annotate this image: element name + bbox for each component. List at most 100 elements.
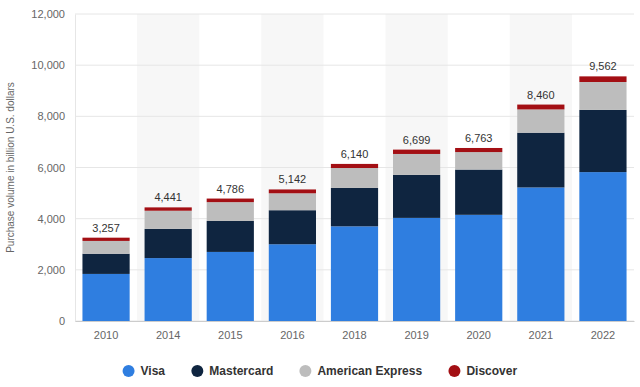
bar: [331, 226, 378, 321]
total-labels: 3,2574,4414,7865,1426,1406,6996,7638,460…: [92, 60, 616, 233]
bar: [269, 210, 316, 244]
legend-swatch: [299, 365, 311, 377]
legend-swatch: [448, 365, 460, 377]
x-tick-label: 2015: [218, 329, 242, 341]
x-tick: 2022: [591, 321, 615, 341]
x-tick-label: 2022: [591, 329, 615, 341]
series: [82, 76, 626, 241]
legend-label: American Express: [317, 364, 422, 378]
bar: [82, 274, 129, 321]
x-axis: 2010 2014 2015 2016 2018 2019 2020 2021 2022: [76, 321, 635, 341]
plot: 02,0004,0006,0008,00010,00012,0002010201…: [31, 8, 634, 341]
y-tick: 12,000: [31, 8, 75, 20]
legend-item: Mastercard: [191, 364, 273, 378]
y-tick: 0: [59, 315, 75, 327]
x-tick: 2019: [404, 321, 428, 341]
legend-item: Visa: [123, 364, 166, 378]
total-label: 3,257: [92, 222, 120, 234]
x-tick: 2020: [466, 321, 490, 341]
y-tick: 4,000: [37, 213, 75, 225]
y-tick-label: 12,000: [31, 8, 65, 20]
x-axis-line: [76, 321, 635, 322]
legend-label: Mastercard: [209, 364, 273, 378]
x-tick: 2014: [156, 321, 180, 341]
bar: [517, 133, 564, 188]
bar: [455, 152, 502, 169]
bar: [269, 189, 316, 193]
series: [82, 110, 626, 274]
y-tick: 10,000: [31, 59, 75, 71]
bar: [517, 187, 564, 321]
total-label: 8,460: [527, 89, 555, 101]
grid: [75, 14, 634, 321]
x-tick-label: 2016: [280, 329, 304, 341]
bar: [269, 193, 316, 210]
total-label: 6,140: [341, 148, 369, 160]
y-axis-title: Purchase volume in billion U.S. dollars: [5, 82, 16, 253]
bar: [579, 110, 626, 172]
x-tick-label: 2020: [466, 329, 490, 341]
bar: [579, 172, 626, 321]
total-label: 6,763: [465, 132, 493, 144]
bar: [455, 215, 502, 321]
total-label: 9,562: [589, 60, 617, 72]
bar: [145, 207, 192, 210]
series: [82, 82, 626, 254]
column-band: [510, 14, 572, 321]
bar: [145, 229, 192, 258]
bar: [455, 170, 502, 215]
bar: [455, 148, 502, 152]
legend-item: Discover: [448, 364, 517, 378]
bar: [393, 218, 440, 321]
bar: [82, 238, 129, 241]
y-tick: 2,000: [37, 264, 75, 276]
total-label: 4,786: [217, 183, 245, 195]
grid-line: [75, 65, 634, 66]
y-tick-label: 2,000: [37, 264, 65, 276]
bar: [145, 211, 192, 229]
bar: [331, 164, 378, 168]
column-band: [386, 14, 448, 321]
bar: [331, 168, 378, 188]
x-tick: 2010: [94, 321, 118, 341]
bars: [82, 76, 626, 321]
legend: Visa Mastercard American Express Discover: [123, 364, 518, 378]
x-tick: 2016: [280, 321, 304, 341]
x-tick-label: 2014: [156, 329, 180, 341]
bar: [517, 105, 564, 110]
bar: [331, 188, 378, 226]
y-tick-label: 4,000: [37, 213, 65, 225]
bar: [579, 76, 626, 82]
bar: [393, 154, 440, 175]
x-tick-label: 2018: [342, 329, 366, 341]
y-tick: 8,000: [37, 110, 75, 122]
y-axis: 0 2,000 4,000 6,000 8,000 10,000 12,000: [31, 8, 75, 327]
chart: 02,0004,0006,0008,00010,00012,0002010201…: [0, 0, 640, 387]
legend-swatch: [123, 365, 135, 377]
legend-label: Discover: [466, 364, 517, 378]
bar: [82, 241, 129, 254]
bar: [207, 252, 254, 321]
bar: [207, 221, 254, 252]
x-tick: 2015: [218, 321, 242, 341]
x-tick-label: 2019: [404, 329, 428, 341]
bar: [82, 254, 129, 274]
legend-swatch: [191, 365, 203, 377]
legend-item: American Express: [299, 364, 422, 378]
legend-label: Visa: [141, 364, 166, 378]
bar: [207, 199, 254, 203]
total-label: 6,699: [403, 134, 431, 146]
series: [82, 172, 626, 321]
bar: [517, 109, 564, 132]
x-tick: 2018: [342, 321, 366, 341]
bar: [207, 202, 254, 221]
y-axis-line: [75, 15, 76, 322]
bar: [393, 175, 440, 218]
y-tick-label: 0: [59, 315, 65, 327]
bar: [393, 150, 440, 154]
x-tick-label: 2010: [94, 329, 118, 341]
y-tick-label: 6,000: [37, 162, 65, 174]
x-tick-label: 2021: [529, 329, 553, 341]
y-tick: 6,000: [37, 162, 75, 174]
total-label: 5,142: [279, 173, 307, 185]
